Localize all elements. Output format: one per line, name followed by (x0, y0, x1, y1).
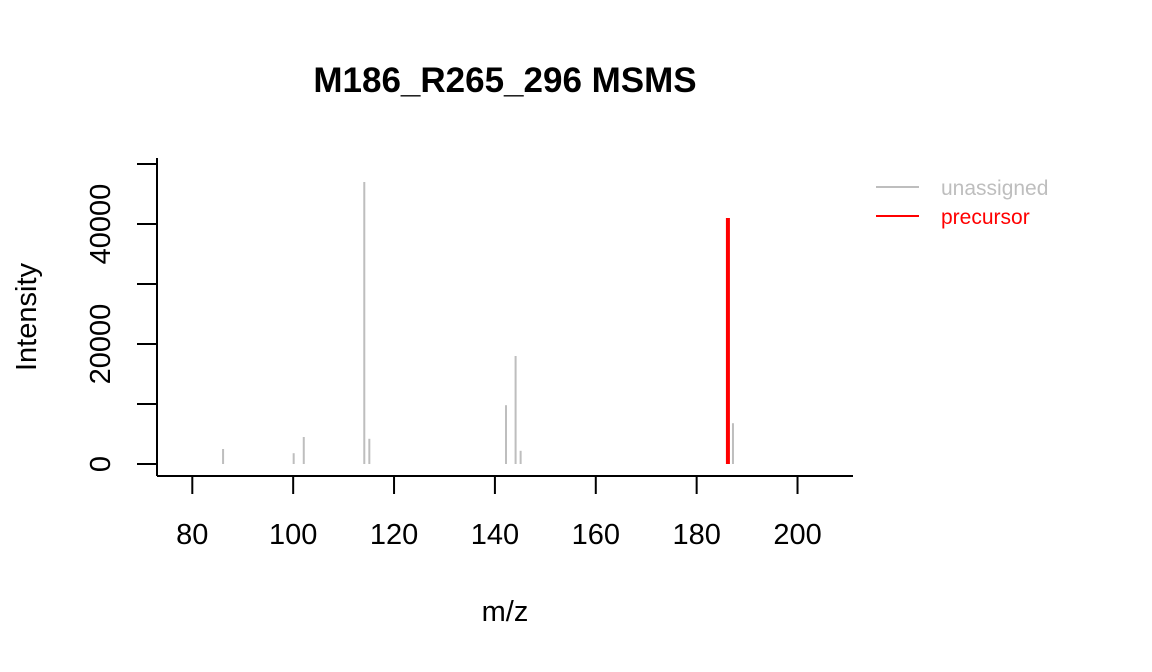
legend-label-precursor: precursor (941, 206, 1030, 229)
legend-label-unassigned: unassigned (941, 177, 1048, 200)
y-axis-ticks: 0 20000 40000 (85, 163, 157, 472)
y-axis-label: Intensity (11, 263, 43, 371)
x-tick-label: 200 (773, 519, 821, 551)
plot-frame (156, 158, 853, 477)
legend: unassigned precursor (876, 177, 1048, 229)
y-tick-label: 40000 (85, 184, 117, 265)
spectrum-peaks (222, 182, 734, 464)
x-tick-label: 180 (672, 519, 720, 551)
x-tick-label: 120 (370, 519, 418, 551)
x-tick-label: 80 (176, 519, 208, 551)
x-axis-label: m/z (482, 596, 529, 628)
x-tick-label: 160 (572, 519, 620, 551)
chart-title: M186_R265_296 MSMS (313, 61, 696, 100)
x-axis-ticks: 80 100 120 140 160 180 200 (176, 476, 822, 551)
x-tick-label: 140 (471, 519, 519, 551)
y-tick-label: 20000 (85, 304, 117, 385)
y-tick-label: 0 (85, 456, 117, 472)
x-tick-label: 100 (269, 519, 317, 551)
